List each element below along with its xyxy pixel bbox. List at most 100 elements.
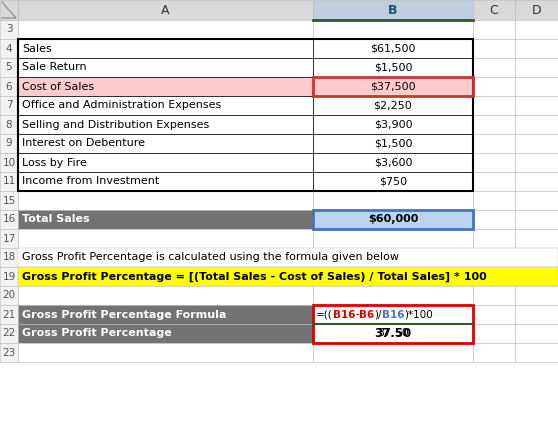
Text: Cost of Sales: Cost of Sales xyxy=(22,81,94,92)
Bar xyxy=(473,39,515,58)
Bar xyxy=(515,115,558,134)
Bar xyxy=(18,39,313,58)
Text: 7: 7 xyxy=(6,100,12,110)
Bar xyxy=(515,96,558,115)
Bar xyxy=(313,229,473,248)
Bar xyxy=(515,191,558,210)
Text: Interest on Debenture: Interest on Debenture xyxy=(22,138,145,148)
Bar xyxy=(473,153,515,172)
Bar xyxy=(0,305,18,324)
Bar xyxy=(0,77,18,96)
Text: C: C xyxy=(489,4,498,17)
Bar xyxy=(313,153,473,172)
Bar xyxy=(313,77,473,96)
Bar xyxy=(0,229,18,248)
Text: 17: 17 xyxy=(2,233,16,244)
Text: 37.50: 37.50 xyxy=(377,328,409,339)
Bar xyxy=(0,172,18,191)
Text: A: A xyxy=(161,4,170,17)
Bar xyxy=(18,286,313,305)
Bar xyxy=(515,172,558,191)
Bar xyxy=(18,267,558,286)
Text: 8: 8 xyxy=(6,120,12,130)
Bar xyxy=(18,96,313,115)
Text: 15: 15 xyxy=(2,195,16,205)
Text: $3,900: $3,900 xyxy=(374,120,412,130)
Bar xyxy=(473,229,515,248)
Text: Gross Profit Percentage = [(Total Sales - Cost of Sales) / Total Sales] * 100: Gross Profit Percentage = [(Total Sales … xyxy=(22,272,487,282)
Text: $60,000: $60,000 xyxy=(368,215,418,225)
Bar xyxy=(313,210,473,229)
Bar xyxy=(313,20,473,39)
Bar xyxy=(0,191,18,210)
Bar xyxy=(0,267,18,286)
Bar xyxy=(313,305,473,343)
Text: B16: B16 xyxy=(333,310,355,319)
Text: )*100: )*100 xyxy=(404,310,433,319)
Bar xyxy=(18,172,313,191)
Bar xyxy=(473,0,515,20)
Text: 5: 5 xyxy=(6,63,12,73)
Bar xyxy=(18,0,313,20)
Text: Office and Administration Expenses: Office and Administration Expenses xyxy=(22,100,222,110)
Bar xyxy=(515,58,558,77)
Bar xyxy=(0,248,18,267)
Text: Sale Return: Sale Return xyxy=(22,63,86,73)
Bar xyxy=(0,0,18,20)
Text: 9: 9 xyxy=(6,138,12,148)
Text: 22: 22 xyxy=(2,328,16,339)
Text: Sales: Sales xyxy=(22,43,52,53)
Bar xyxy=(313,39,473,58)
Bar xyxy=(18,324,313,343)
Bar xyxy=(0,39,18,58)
Text: $37,500: $37,500 xyxy=(370,81,416,92)
Bar xyxy=(18,343,313,362)
Text: 20: 20 xyxy=(2,290,16,300)
Bar xyxy=(18,134,313,153)
Bar xyxy=(515,324,558,343)
Bar xyxy=(18,39,473,191)
Text: B6: B6 xyxy=(359,310,374,319)
Bar xyxy=(473,58,515,77)
Text: Gross Profit Percentage: Gross Profit Percentage xyxy=(22,328,172,339)
Bar xyxy=(313,96,473,115)
Bar xyxy=(515,229,558,248)
Bar xyxy=(0,286,18,305)
Bar xyxy=(313,58,473,77)
Bar xyxy=(0,210,18,229)
Bar xyxy=(473,115,515,134)
Bar xyxy=(0,58,18,77)
Bar xyxy=(18,191,313,210)
Text: 11: 11 xyxy=(2,177,16,187)
Bar xyxy=(18,58,313,77)
Bar xyxy=(18,20,313,39)
Bar xyxy=(473,172,515,191)
Text: B16: B16 xyxy=(382,310,404,319)
Bar xyxy=(515,39,558,58)
Text: 19: 19 xyxy=(2,272,16,282)
Text: Gross Profit Percentage Formula: Gross Profit Percentage Formula xyxy=(22,310,227,319)
Bar xyxy=(0,153,18,172)
Text: Income from Investment: Income from Investment xyxy=(22,177,159,187)
Text: $61,500: $61,500 xyxy=(371,43,416,53)
Bar xyxy=(313,0,473,20)
Bar xyxy=(0,115,18,134)
Text: $1,500: $1,500 xyxy=(374,138,412,148)
Text: 6: 6 xyxy=(6,81,12,92)
Text: 23: 23 xyxy=(2,347,16,357)
Bar xyxy=(0,343,18,362)
Bar xyxy=(473,324,515,343)
Text: Gross Profit Percentage is calculated using the formula given below: Gross Profit Percentage is calculated us… xyxy=(22,252,399,262)
Bar xyxy=(473,286,515,305)
Text: $3,600: $3,600 xyxy=(374,158,412,167)
Text: =((: =(( xyxy=(316,310,333,319)
Bar xyxy=(313,191,473,210)
Bar xyxy=(473,96,515,115)
Bar xyxy=(313,115,473,134)
Text: D: D xyxy=(532,4,541,17)
Text: 10: 10 xyxy=(2,158,16,167)
Bar xyxy=(0,324,18,343)
Bar xyxy=(515,20,558,39)
Bar xyxy=(18,305,313,324)
Bar xyxy=(313,343,473,362)
